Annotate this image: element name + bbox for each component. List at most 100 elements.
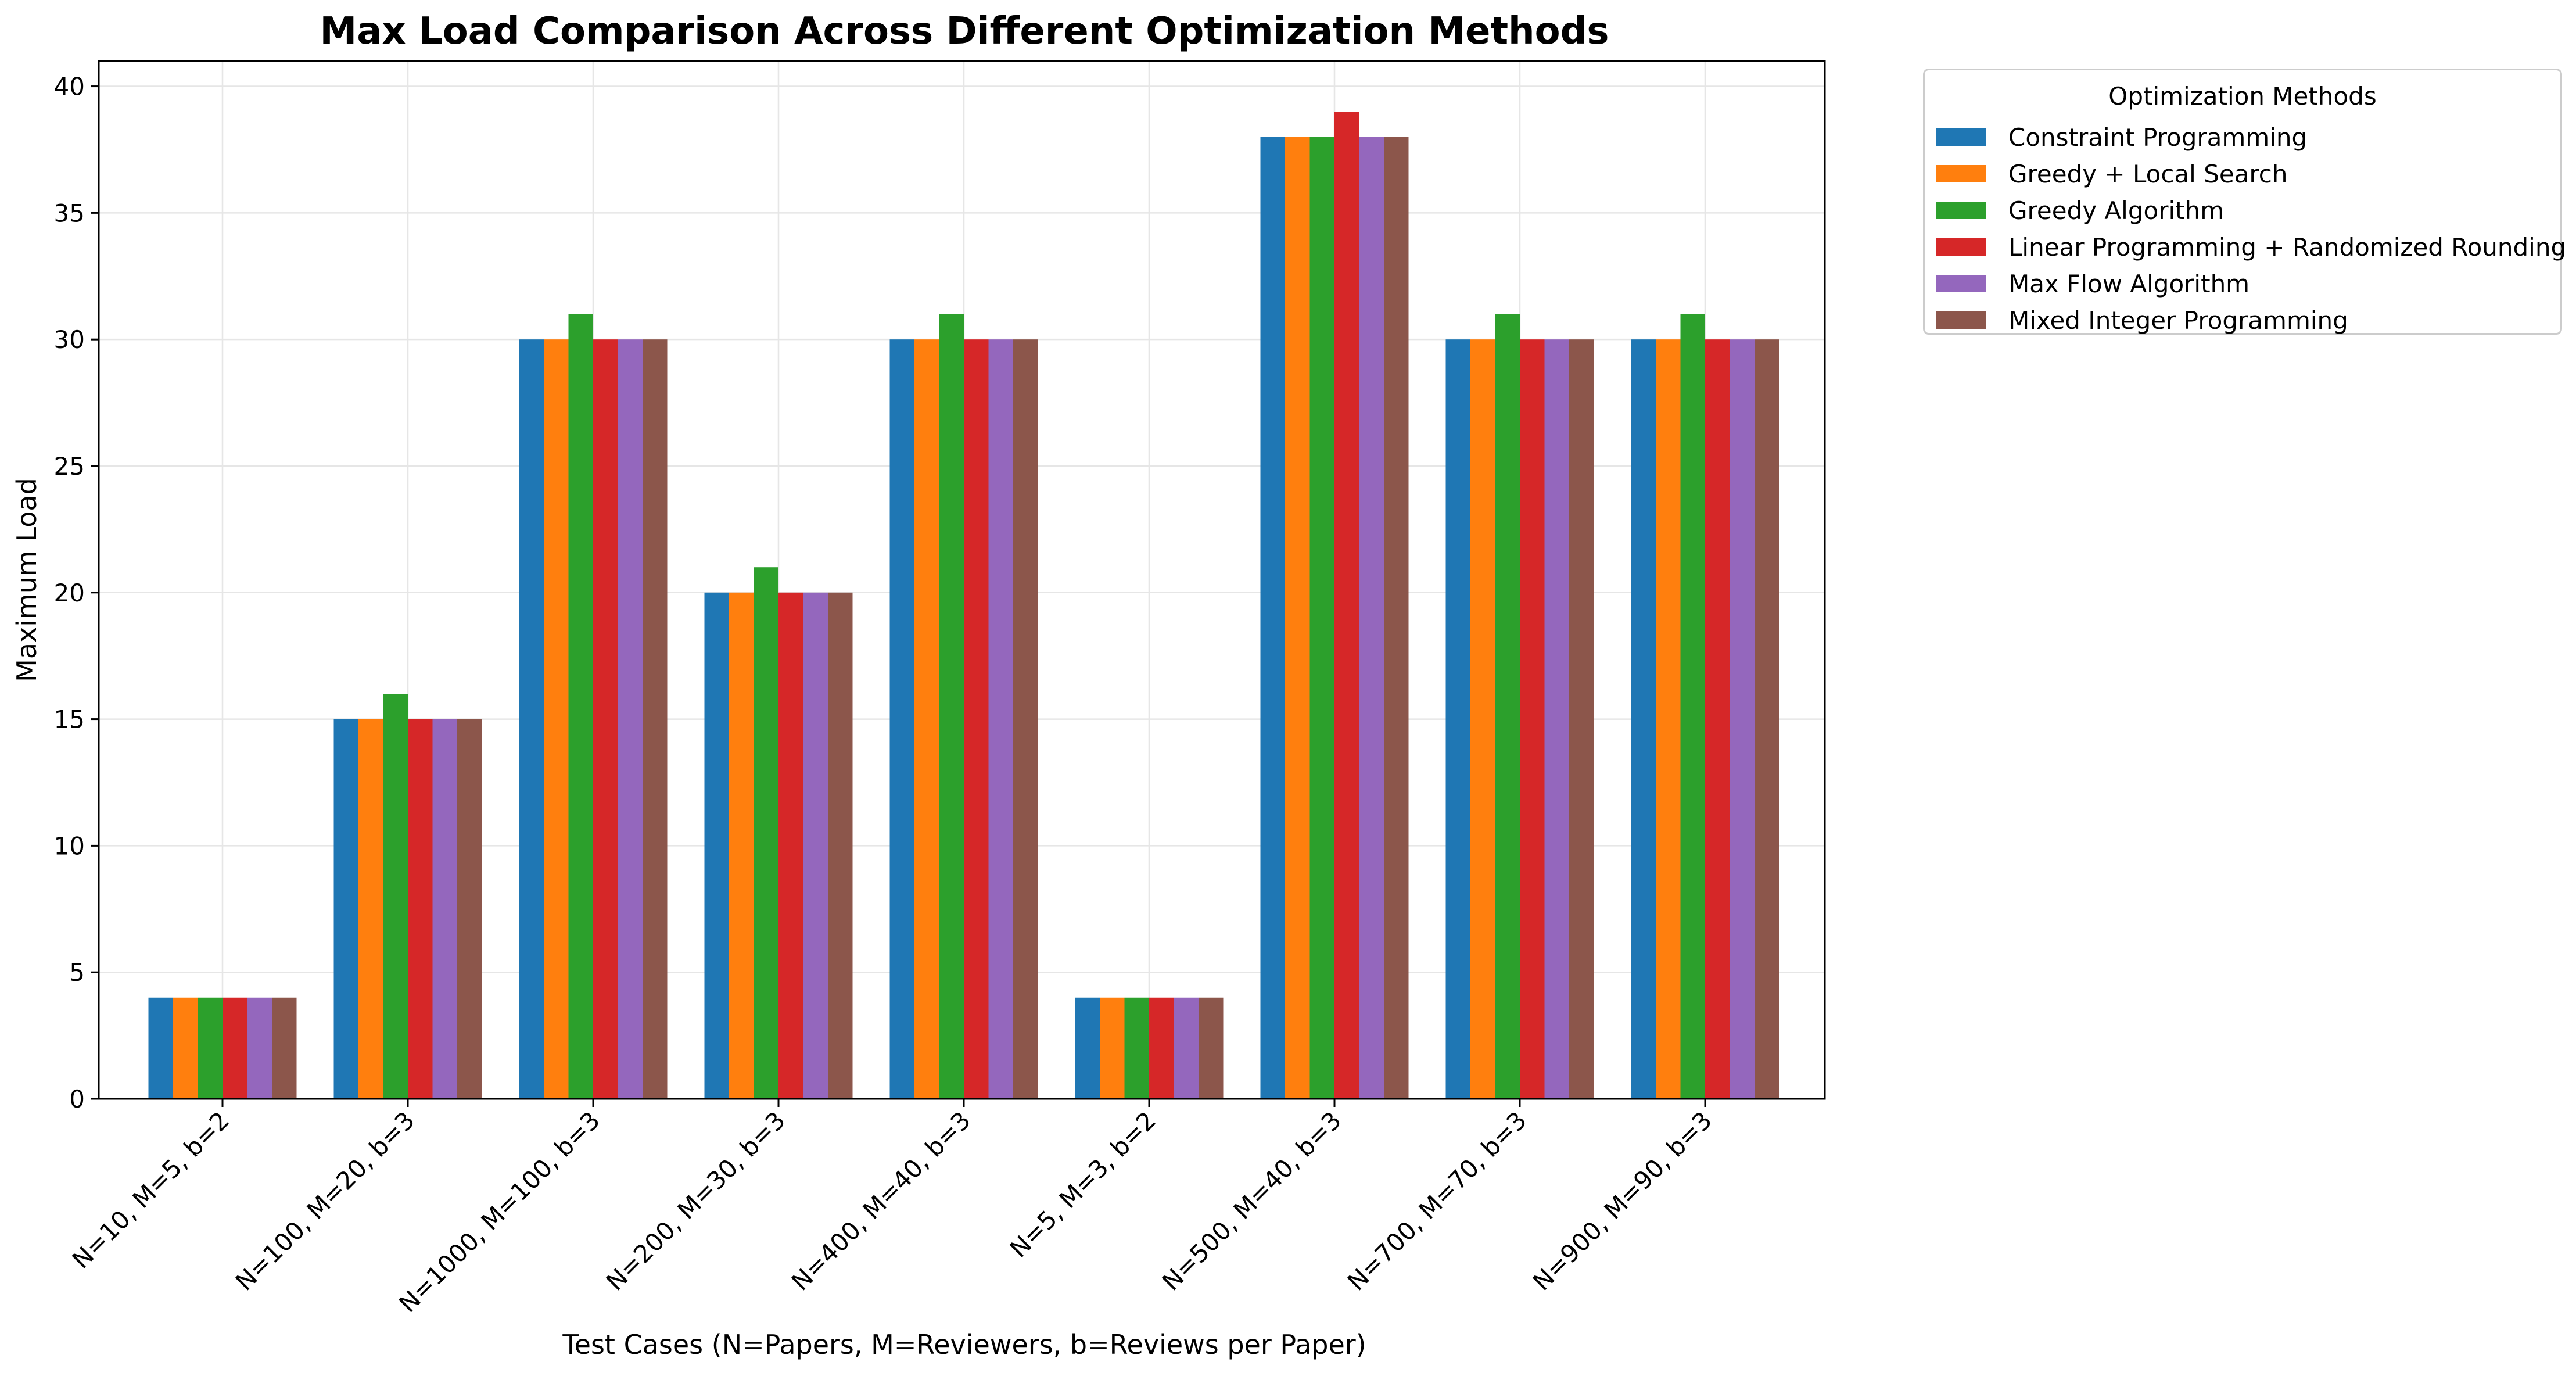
y-tick-label: 5 <box>69 958 85 987</box>
bar <box>778 592 803 1099</box>
x-axis-label: Test Cases (N=Papers, M=Reviewers, b=Rev… <box>562 1329 1366 1360</box>
x-tick-label: N=400, M=40, b=3 <box>786 1106 976 1296</box>
bar <box>1100 997 1125 1099</box>
bar <box>754 567 778 1099</box>
x-tick-label: N=100, M=20, b=3 <box>230 1106 420 1296</box>
x-tick-label: N=900, M=90, b=3 <box>1527 1106 1717 1296</box>
bar <box>1680 314 1705 1099</box>
y-tick-label: 35 <box>54 199 85 227</box>
bar <box>729 592 754 1099</box>
legend-item: Greedy Algorithm <box>1936 195 2224 226</box>
y-tick-label: 40 <box>54 73 85 101</box>
bar <box>704 592 729 1099</box>
legend-label: Constraint Programming <box>2008 123 2308 152</box>
bar <box>432 719 457 1099</box>
y-tick-label: 15 <box>54 705 85 734</box>
legend-item: Constraint Programming <box>1936 121 2307 153</box>
bar <box>939 314 964 1099</box>
y-tick-label: 10 <box>54 832 85 860</box>
bar <box>988 339 1013 1099</box>
bar <box>1470 339 1495 1099</box>
bar <box>198 997 223 1099</box>
bar <box>358 719 383 1099</box>
legend-label: Mixed Integer Programming <box>2008 306 2348 335</box>
x-tick-label: N=5, M=3, b=2 <box>1004 1106 1161 1263</box>
legend-label: Max Flow Algorithm <box>2008 269 2250 298</box>
legend-label: Greedy Algorithm <box>2008 196 2225 225</box>
x-tick-label: N=700, M=70, b=3 <box>1342 1106 1532 1296</box>
bar <box>1199 997 1224 1099</box>
bar <box>828 592 853 1099</box>
legend-swatch <box>1936 202 1986 219</box>
bar <box>383 694 408 1099</box>
bar <box>914 339 939 1099</box>
bar <box>408 719 433 1099</box>
y-axis-label: Maximum Load <box>11 478 42 682</box>
bar <box>1260 137 1285 1099</box>
bar <box>173 997 198 1099</box>
y-tick-label: 30 <box>54 325 85 354</box>
legend-item: Mixed Integer Programming <box>1936 304 2348 336</box>
bar <box>1730 339 1755 1099</box>
bar <box>1631 339 1656 1099</box>
bar <box>1445 339 1470 1099</box>
bar <box>272 997 297 1099</box>
bar <box>1149 997 1174 1099</box>
legend-item: Greedy + Local Search <box>1936 158 2287 189</box>
legend-label: Linear Programming + Randomized Rounding <box>2008 232 2567 261</box>
bar <box>1495 314 1520 1099</box>
legend-item: Linear Programming + Randomized Rounding <box>1936 231 2566 263</box>
bar <box>1755 339 1779 1099</box>
bar <box>964 339 989 1099</box>
legend-item: Max Flow Algorithm <box>1936 268 2249 299</box>
legend: Optimization Methods Constraint Programm… <box>1923 69 2566 336</box>
legend-swatch <box>1936 238 1986 256</box>
bar <box>643 339 668 1099</box>
bar <box>1705 339 1730 1099</box>
y-tick-label: 0 <box>69 1085 85 1113</box>
bar <box>593 339 618 1099</box>
x-tick-label: N=200, M=30, b=3 <box>601 1106 791 1296</box>
legend-swatch <box>1936 311 1986 329</box>
legend-swatch <box>1936 165 1986 182</box>
bar <box>1013 339 1038 1099</box>
bar <box>1569 339 1594 1099</box>
legend-label: Greedy + Local Search <box>2008 159 2288 188</box>
x-tick-label: N=10, M=5, b=2 <box>67 1106 235 1274</box>
x-axis: N=10, M=5, b=2N=100, M=20, b=3N=1000, M=… <box>67 1099 1717 1318</box>
bar <box>1544 339 1569 1099</box>
bar <box>1174 997 1199 1099</box>
bar <box>223 997 247 1099</box>
chart-title: Max Load Comparison Across Different Opt… <box>320 10 1609 53</box>
plot-frame <box>98 60 1826 1100</box>
bar <box>889 339 914 1099</box>
bar <box>333 719 358 1099</box>
bar <box>544 339 569 1099</box>
y-axis: 0 5 10 15 20 25 30 35 40 <box>54 73 99 1113</box>
bar <box>148 997 173 1099</box>
bar <box>568 314 593 1099</box>
bars <box>148 112 1779 1099</box>
bar <box>457 719 482 1099</box>
x-tick-label: N=500, M=40, b=3 <box>1157 1106 1347 1296</box>
y-tick-label: 20 <box>54 579 85 607</box>
bar <box>519 339 544 1099</box>
legend-swatch <box>1936 128 1986 146</box>
bar <box>1656 339 1681 1099</box>
bar <box>1359 137 1384 1099</box>
bar <box>1384 137 1409 1099</box>
bar <box>1285 137 1310 1099</box>
legend-title: Optimization Methods <box>2108 82 2377 110</box>
bar <box>1124 997 1149 1099</box>
bar <box>1309 137 1334 1099</box>
bar <box>1334 112 1359 1099</box>
y-tick-label: 25 <box>54 452 85 481</box>
x-tick-label: N=1000, M=100, b=3 <box>393 1106 605 1318</box>
bar <box>1520 339 1545 1099</box>
legend-swatch <box>1936 275 1986 292</box>
bar <box>1075 997 1100 1099</box>
bar <box>247 997 272 1099</box>
bar <box>618 339 643 1099</box>
bar <box>803 592 828 1099</box>
